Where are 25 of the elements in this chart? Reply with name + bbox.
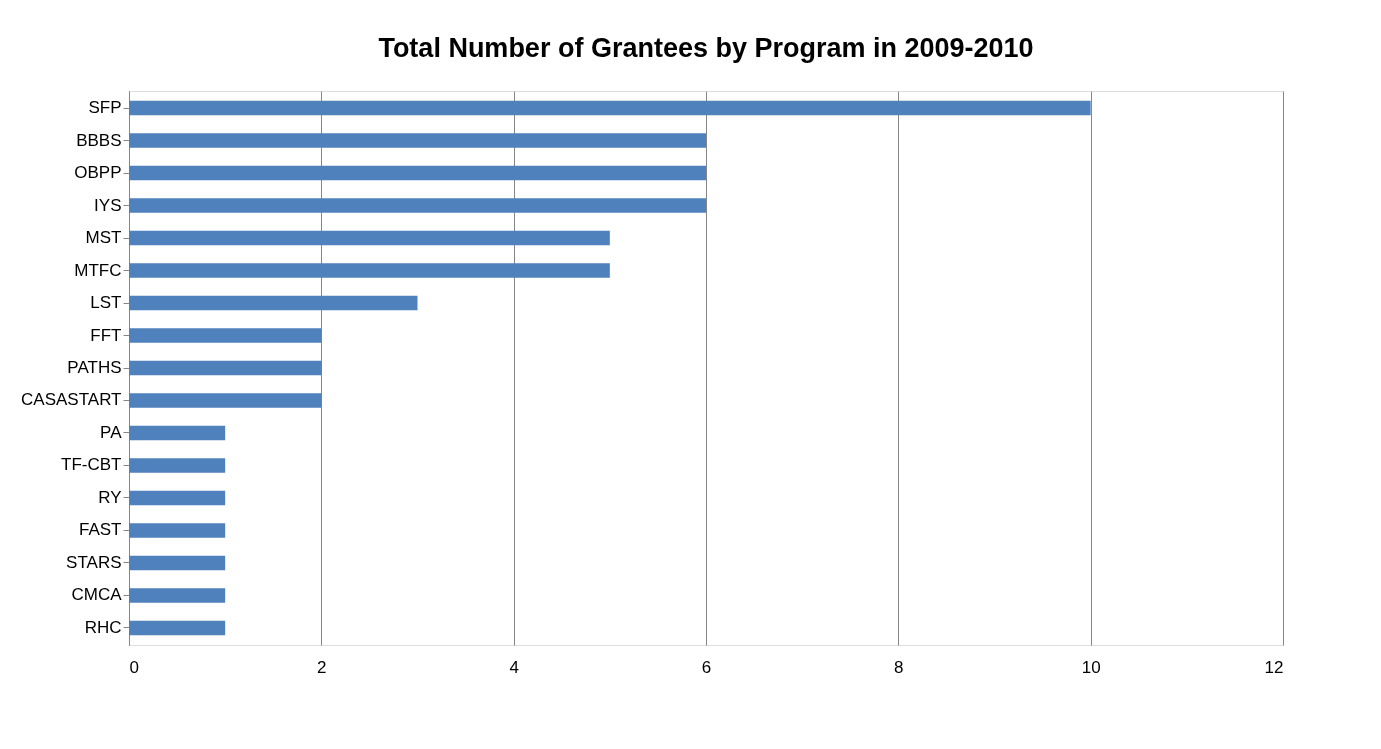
x-tick-label: 8 [894, 657, 904, 677]
chart-title: Total Number of Grantees by Program in 2009-2010 [378, 33, 1034, 63]
y-tick-label: IYS [94, 195, 122, 215]
x-tick-label: 2 [317, 657, 327, 677]
y-tick-label: RHC [84, 617, 122, 637]
y-tick-label: RY [98, 487, 122, 507]
y-tick-label: MST [85, 228, 122, 248]
y-tick-label: BBBS [76, 130, 122, 150]
y-tick-label: STARS [66, 552, 122, 572]
x-tick-label: 6 [701, 657, 712, 677]
y-tick-label: CASASTART [21, 390, 122, 410]
y-tick-label: SFP [88, 98, 122, 118]
y-tick-label: LST [90, 293, 122, 313]
y-tick-label: TF-CBT [61, 455, 122, 475]
x-tick-label: 4 [509, 657, 519, 677]
y-tick-label: FFT [90, 325, 122, 345]
y-tick-label: MTFC [74, 260, 122, 280]
x-tick-label: 0 [129, 657, 139, 677]
x-tick-label: 10 [1081, 657, 1101, 677]
x-tick-label: 12 [1264, 657, 1284, 677]
y-tick-label: OBPP [74, 163, 122, 183]
y-tick-label: PA [100, 422, 123, 442]
y-tick-label: PATHS [67, 358, 122, 377]
y-tick-label: CMCA [71, 585, 123, 605]
y-tick-label: FAST [78, 520, 122, 540]
